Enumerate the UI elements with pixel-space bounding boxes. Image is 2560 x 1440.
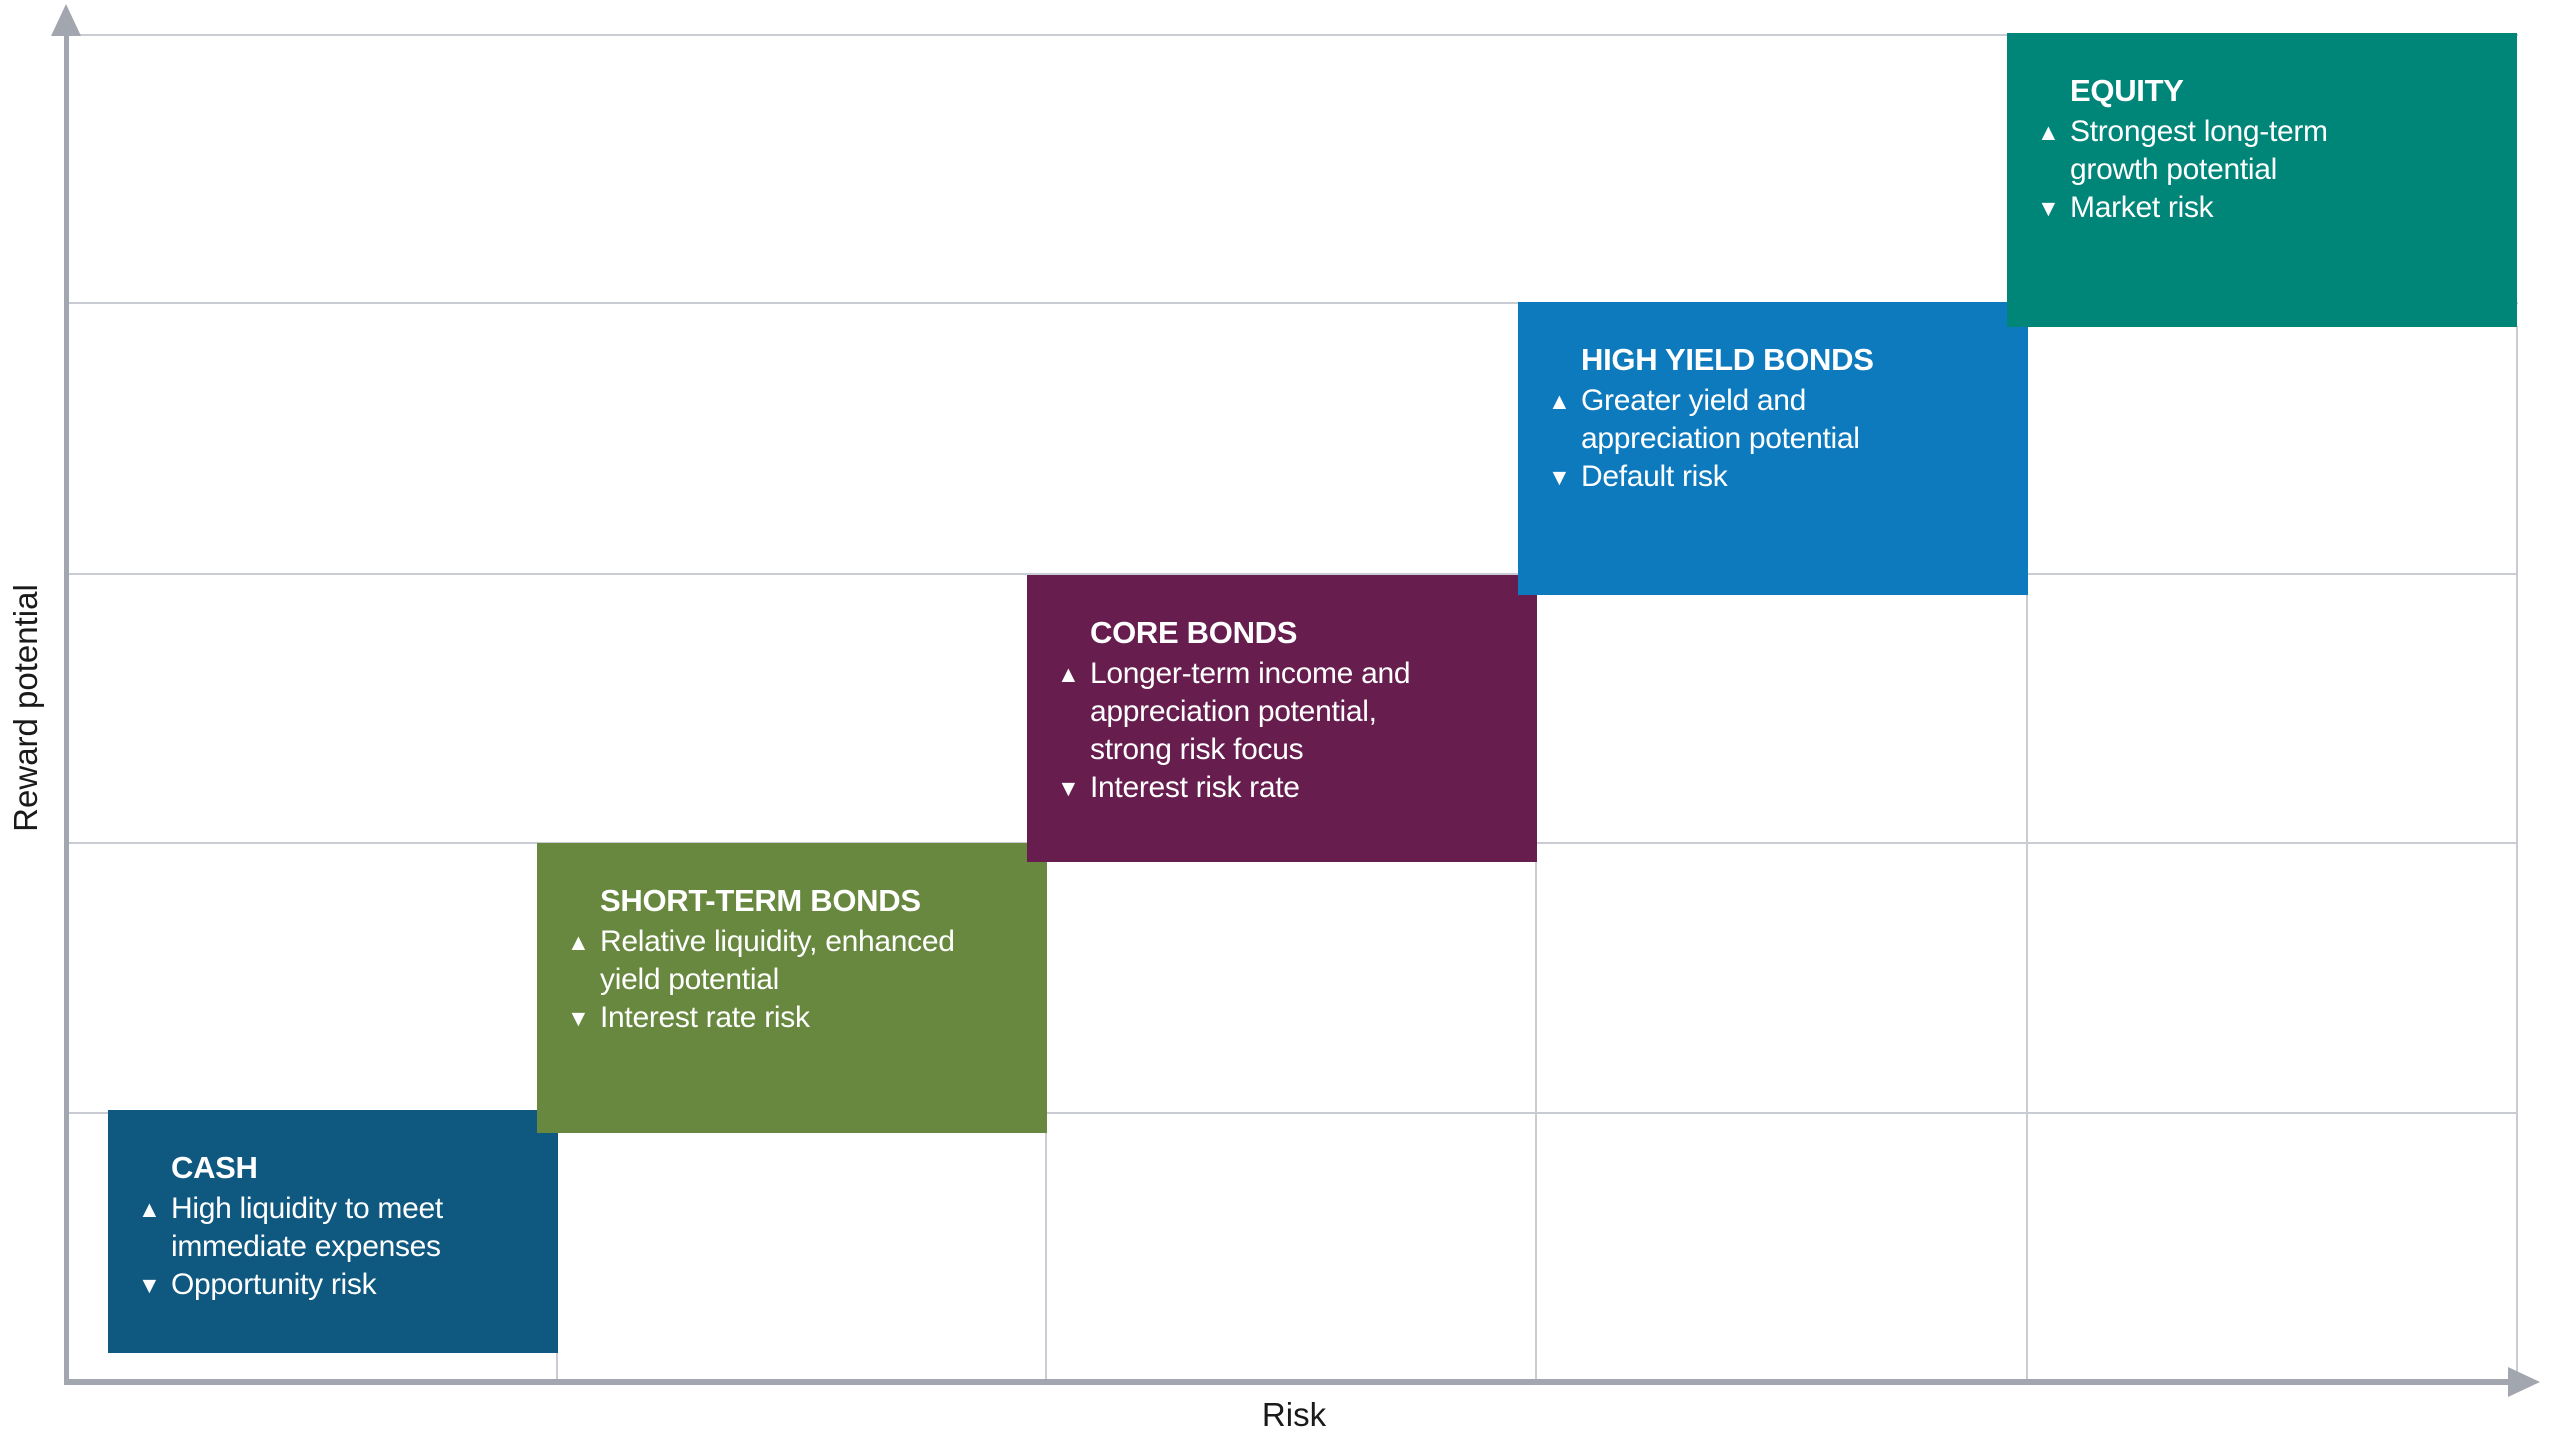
x-axis-line (64, 1379, 2512, 1385)
cash-con-line: Opportunity risk (171, 1268, 377, 1301)
high-yield-bonds-pro-row: ▲ Greater yield and appreciation potenti… (1518, 382, 2028, 458)
core-bonds-pro-line: strong risk focus (1090, 733, 1304, 766)
v-gridline-3 (1535, 861, 1537, 1379)
short-term-bonds-pro-row: ▲ Relative liquidity, enhanced yield pot… (537, 923, 1047, 999)
cash-con-row: ▼ Opportunity risk (108, 1266, 558, 1304)
cash-box-title: CASH (171, 1150, 258, 1185)
y-axis-arrow-up-icon (51, 4, 81, 36)
v-gridline-1 (556, 1352, 558, 1379)
high-yield-bonds-con-row: ▼ Default risk (1518, 458, 2028, 496)
core-bonds-con-line: Interest risk rate (1090, 771, 1300, 804)
h-gridline-2 (66, 302, 2518, 304)
high-yield-bonds-box: HIGH YIELD BONDS ▲ Greater yield and app… (1518, 302, 2028, 595)
equity-pro-line: Strongest long-term (2070, 115, 2328, 148)
up-triangle-icon: ▲ (567, 929, 590, 955)
short-term-bonds-pro-line: Relative liquidity, enhanced (600, 925, 955, 958)
equity-box: EQUITY ▲ Strongest long-term growth pote… (2007, 33, 2517, 327)
v-gridline-5 (2516, 326, 2518, 1379)
high-yield-bonds-con-text: Default risk (1581, 458, 1728, 496)
h-gridline-3 (66, 573, 2518, 575)
equity-pro-text: Strongest long-term growth potential (2070, 113, 2328, 189)
equity-con-line: Market risk (2070, 191, 2214, 224)
core-bonds-pro-row: ▲ Longer-term income and appreciation po… (1027, 655, 1537, 769)
core-bonds-pro-text: Longer-term income and appreciation pote… (1090, 655, 1411, 769)
short-term-bonds-con-text: Interest rate risk (600, 999, 810, 1037)
equity-box-title: EQUITY (2070, 73, 2184, 108)
core-bonds-con-text: Interest risk rate (1090, 769, 1300, 807)
high-yield-bonds-pro-line: appreciation potential (1581, 422, 1860, 455)
up-triangle-icon: ▲ (1548, 388, 1571, 414)
y-axis-label: Reward potential (7, 584, 44, 832)
cash-pro-text: High liquidity to meet immediate expense… (171, 1190, 443, 1266)
down-triangle-icon: ▼ (1057, 775, 1080, 801)
core-bonds-box-title: CORE BONDS (1090, 615, 1298, 650)
cash-con-text: Opportunity risk (171, 1266, 377, 1304)
core-bonds-pro-line: appreciation potential, (1090, 695, 1377, 728)
short-term-bonds-pro-text: Relative liquidity, enhanced yield poten… (600, 923, 955, 999)
high-yield-bonds-pro-line: Greater yield and (1581, 384, 1807, 417)
h-gridline-1 (66, 34, 2518, 36)
high-yield-bonds-con-line: Default risk (1581, 460, 1728, 493)
short-term-bonds-box-title: SHORT-TERM BONDS (600, 883, 921, 918)
down-triangle-icon: ▼ (138, 1272, 161, 1298)
v-gridline-4 (2026, 594, 2028, 1379)
y-axis-line (64, 16, 69, 1385)
short-term-bonds-con-line: Interest rate risk (600, 1001, 810, 1034)
up-triangle-icon: ▲ (138, 1196, 161, 1222)
down-triangle-icon: ▼ (2037, 195, 2060, 221)
equity-con-text: Market risk (2070, 189, 2214, 227)
cash-pro-row: ▲ High liquidity to meet immediate expen… (108, 1190, 558, 1266)
equity-pro-row: ▲ Strongest long-term growth potential (2007, 113, 2517, 189)
up-triangle-icon: ▲ (1057, 661, 1080, 687)
down-triangle-icon: ▼ (567, 1005, 590, 1031)
cash-pro-line: High liquidity to meet (171, 1192, 443, 1225)
short-term-bonds-box: SHORT-TERM BONDS ▲ Relative liquidity, e… (537, 843, 1047, 1133)
down-triangle-icon: ▼ (1548, 464, 1571, 490)
up-triangle-icon: ▲ (2037, 119, 2060, 145)
h-gridline-5 (66, 1112, 2518, 1114)
cash-box: CASH ▲ High liquidity to meet immediate … (108, 1110, 558, 1353)
short-term-bonds-con-row: ▼ Interest rate risk (537, 999, 1047, 1037)
short-term-bonds-pro-line: yield potential (600, 963, 779, 996)
x-axis-label: Risk (1261, 1396, 1327, 1433)
equity-con-row: ▼ Market risk (2007, 189, 2517, 227)
core-bonds-con-row: ▼ Interest risk rate (1027, 769, 1537, 807)
v-gridline-2 (1045, 1132, 1047, 1379)
core-bonds-box: CORE BONDS ▲ Longer-term income and appr… (1027, 575, 1537, 862)
equity-pro-line: growth potential (2070, 153, 2278, 186)
high-yield-bonds-box-title: HIGH YIELD BONDS (1581, 342, 1874, 377)
core-bonds-pro-line: Longer-term income and (1090, 657, 1411, 690)
x-axis-arrow-right-icon (2508, 1367, 2540, 1397)
high-yield-bonds-pro-text: Greater yield and appreciation potential (1581, 382, 1860, 458)
cash-pro-line: immediate expenses (171, 1230, 441, 1263)
